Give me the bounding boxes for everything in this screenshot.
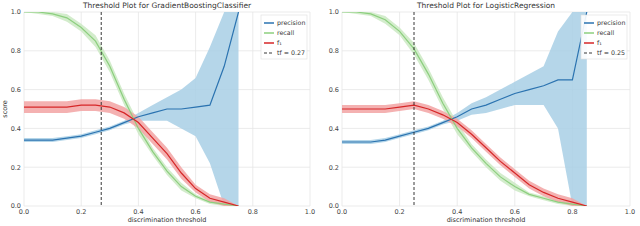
y-tick-label: 0.0 bbox=[329, 202, 339, 210]
plot-area bbox=[342, 12, 587, 206]
legend-box bbox=[581, 15, 627, 59]
series-line bbox=[342, 105, 587, 206]
grid-x bbox=[138, 12, 139, 206]
x-label: discrimination threshold bbox=[128, 216, 207, 224]
legend-label: tf = 0.27 bbox=[277, 49, 305, 56]
legend-swatch bbox=[264, 42, 274, 44]
grid-x bbox=[310, 12, 311, 206]
x-tick-label: 1.0 bbox=[305, 208, 315, 216]
title: Threshold Plot for LogisticRegression bbox=[416, 1, 555, 10]
panel: 0.00.20.40.60.81.00.00.20.40.60.81.0Thre… bbox=[329, 1, 636, 224]
grid-y bbox=[24, 89, 310, 90]
legend-label: precision bbox=[277, 19, 305, 27]
band bbox=[24, 99, 239, 206]
series-line bbox=[24, 12, 239, 206]
title: Threshold Plot for GradientBoostingClass… bbox=[82, 1, 252, 10]
band bbox=[24, 12, 239, 206]
legend-label: precision bbox=[597, 19, 625, 27]
legend-swatch bbox=[584, 53, 594, 54]
legend-swatch bbox=[584, 22, 594, 24]
x-tick-label: 0.8 bbox=[567, 208, 577, 216]
y-tick-label: 0.2 bbox=[329, 164, 339, 172]
grid-y bbox=[24, 206, 310, 207]
grid-x bbox=[252, 12, 253, 206]
legend-swatch bbox=[264, 53, 274, 54]
chart-root: 0.0 0.2 0.4 0.6 0.8 1.0 0.0 0.2 0.4 0.6 0.8 1.0 Thre… bbox=[0, 0, 640, 226]
legend-label: tf = 0.25 bbox=[597, 49, 625, 56]
x-tick-label: 0.2 bbox=[76, 208, 86, 216]
y-tick-label: 0.0 bbox=[11, 202, 21, 210]
legend-swatch bbox=[264, 32, 274, 34]
plot-area bbox=[24, 12, 239, 206]
y-tick-label: 0.2 bbox=[11, 164, 21, 172]
y-tick-label: 0.4 bbox=[11, 125, 21, 133]
series-line bbox=[24, 12, 239, 140]
y-tick-label: 0.6 bbox=[11, 86, 21, 94]
threshold-line bbox=[414, 12, 415, 206]
y-label: score bbox=[1, 100, 9, 117]
legend-box bbox=[261, 15, 307, 59]
series-line bbox=[342, 12, 587, 142]
threshold-line bbox=[101, 12, 102, 206]
x-tick-label: 0.6 bbox=[510, 208, 520, 216]
y-tick-label: 1.0 bbox=[11, 8, 21, 16]
x-tick-label: 0.4 bbox=[452, 208, 462, 216]
x-label: discrimination threshold bbox=[447, 216, 526, 224]
grid-y bbox=[24, 12, 310, 13]
y-tick-label: 1.0 bbox=[329, 8, 339, 16]
legend-label: recall bbox=[597, 29, 614, 36]
legend-label: f₁ bbox=[597, 39, 602, 46]
x-tick-label: 1.0 bbox=[625, 208, 635, 216]
band bbox=[342, 12, 587, 206]
y-tick-label: 0.6 bbox=[329, 86, 339, 94]
legend-label: f₁ bbox=[277, 39, 282, 46]
plot-bg bbox=[342, 12, 630, 206]
x-tick-label: 0.6 bbox=[190, 208, 200, 216]
legend-label: recall bbox=[277, 29, 294, 36]
grid-y bbox=[24, 128, 310, 129]
band bbox=[24, 12, 239, 206]
series-line bbox=[24, 105, 239, 206]
legend-swatch bbox=[584, 42, 594, 44]
band bbox=[342, 101, 587, 206]
x-tick-label: 0.2 bbox=[394, 208, 404, 216]
y-tick-label: 0.8 bbox=[329, 47, 339, 55]
band bbox=[342, 12, 587, 206]
grid-x bbox=[457, 12, 458, 206]
plot-bg bbox=[24, 12, 310, 206]
y-tick-label: 0.8 bbox=[11, 47, 21, 55]
panel: 0.00.20.40.60.81.00.00.20.40.60.81.0Thre… bbox=[1, 1, 315, 224]
y-tick-label: 0.4 bbox=[329, 125, 339, 133]
grid-x bbox=[630, 12, 631, 206]
x-tick-label: 0.4 bbox=[133, 208, 143, 216]
series-line bbox=[342, 12, 587, 206]
legend-swatch bbox=[584, 32, 594, 34]
legend-swatch bbox=[264, 22, 274, 24]
x-tick-label: 0.8 bbox=[248, 208, 258, 216]
